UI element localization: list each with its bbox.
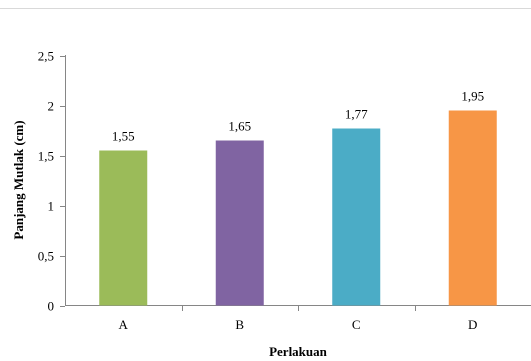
bar-c: [332, 128, 381, 306]
y-tick-label: 0,5: [38, 249, 54, 264]
y-tick-label: 2,5: [38, 49, 54, 64]
bar-b: [215, 140, 264, 306]
y-axis-title: Panjang Mutlak (cm): [11, 120, 26, 239]
x-tick-label: D: [468, 317, 477, 332]
y-tick-label: 1: [48, 199, 55, 214]
x-tick-label: A: [119, 317, 129, 332]
bar-d: [448, 110, 497, 306]
y-tick-label: 2: [48, 99, 55, 114]
x-tick-label: C: [352, 317, 361, 332]
bars: [99, 110, 497, 306]
x-tick-label: B: [235, 317, 244, 332]
data-labels: 1,55 1,65 1,77 1,95: [112, 89, 484, 144]
data-label: 1,77: [345, 107, 368, 122]
data-label: 1,95: [461, 89, 484, 104]
bar-a: [99, 150, 148, 306]
y-ticks: 0 0,5 1 1,5 2 2,5: [38, 49, 65, 314]
x-axis-title: Perlakuan: [269, 344, 328, 359]
y-tick-label: 0: [48, 299, 55, 314]
y-tick-label: 1,5: [38, 149, 54, 164]
data-label: 1,55: [112, 129, 135, 144]
data-label: 1,65: [228, 119, 251, 134]
x-ticks: A B C D: [119, 305, 477, 332]
